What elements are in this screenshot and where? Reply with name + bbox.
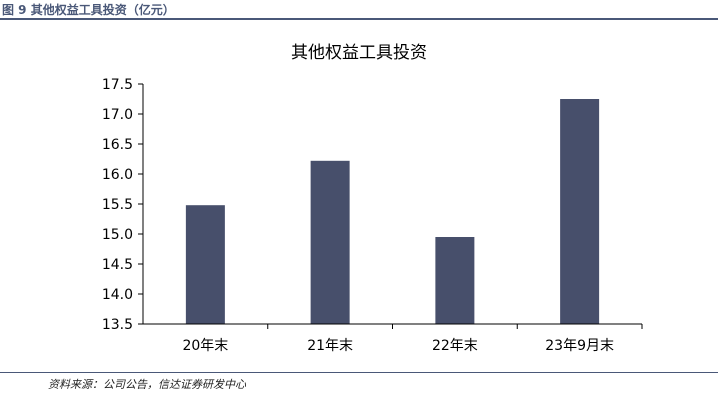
y-tick-label-4: 15.5 <box>102 197 133 213</box>
y-tick-label-7: 17.0 <box>102 107 133 123</box>
figure-header: 图 9 其他权益工具投资（亿元） <box>0 0 718 20</box>
y-tick-label-2: 14.5 <box>102 257 133 273</box>
y-tick-label-1: 14.0 <box>102 287 133 303</box>
footer-rule <box>0 372 718 373</box>
x-tick-label-3: 23年9月末 <box>545 338 614 354</box>
bar-1 <box>310 160 350 324</box>
chart-title: 其他权益工具投资 <box>291 43 427 63</box>
x-tick-label-2: 22年末 <box>432 338 478 354</box>
bar-3 <box>560 99 600 324</box>
y-tick-label-6: 16.5 <box>102 137 133 153</box>
y-tick-label-0: 13.5 <box>102 317 133 333</box>
x-tick-label-0: 20年末 <box>182 338 228 354</box>
figure-caption: 图 9 其他权益工具投资（亿元） <box>2 3 175 17</box>
bar-0 <box>185 205 225 324</box>
bar-2 <box>435 237 475 324</box>
x-tick-label-1: 21年末 <box>307 338 353 354</box>
y-tick-label-5: 16.0 <box>102 167 133 183</box>
y-tick-label-3: 15.0 <box>102 227 133 243</box>
y-tick-label-8: 17.5 <box>102 77 133 93</box>
source-note: 资料来源：公司公告，信达证券研发中心 <box>48 378 246 391</box>
